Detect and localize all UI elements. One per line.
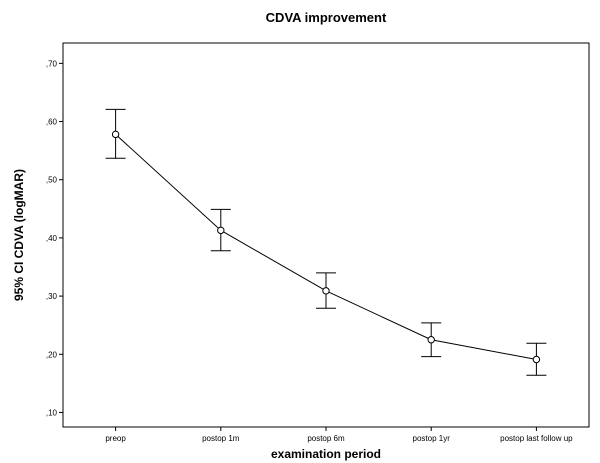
y-tick-label: ,60 bbox=[46, 118, 58, 127]
data-point bbox=[111, 130, 120, 139]
data-point bbox=[532, 355, 541, 364]
plot-frame bbox=[62, 42, 590, 428]
y-axis: ,10 ,20 ,30 ,40 ,50 ,60 ,70 bbox=[46, 59, 63, 417]
x-axis-label: examination period bbox=[271, 447, 381, 461]
y-tick-label: ,50 bbox=[46, 176, 58, 185]
x-axis: preop postop 1m postop 6m postop 1yr postop … bbox=[105, 427, 573, 443]
x-tick-label: postop 1yr bbox=[413, 434, 451, 443]
series-layer bbox=[105, 108, 547, 376]
x-tick-label: postop last follow up bbox=[500, 434, 573, 443]
x-tick-label: postop 6m bbox=[307, 434, 345, 443]
data-point bbox=[322, 287, 330, 295]
x-tick-label: postop 1m bbox=[202, 434, 240, 443]
data-point bbox=[427, 336, 435, 344]
y-tick-label: ,40 bbox=[46, 234, 58, 243]
data-point bbox=[217, 226, 225, 235]
y-tick-label: ,30 bbox=[46, 292, 58, 301]
y-tick-label: ,10 bbox=[46, 408, 58, 417]
series-line bbox=[115, 133, 537, 361]
y-tick-label: ,20 bbox=[46, 350, 58, 359]
y-tick-label: ,70 bbox=[46, 59, 58, 68]
chart-title: CDVA improvement bbox=[266, 10, 387, 25]
y-axis-label: 95% CI CDVA (logMAR) bbox=[12, 169, 26, 301]
x-tick-label: preop bbox=[105, 434, 126, 443]
